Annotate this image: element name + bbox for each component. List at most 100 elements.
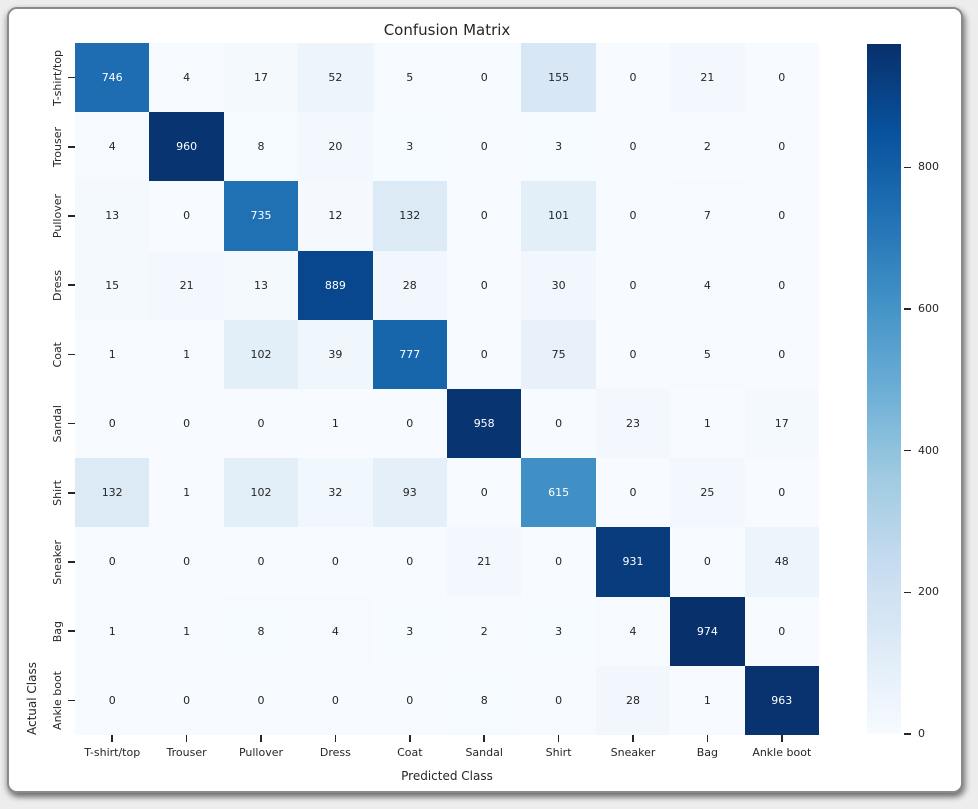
heatmap-cell: 21 [149,250,224,320]
heatmap-cell: 28 [372,250,447,320]
y-tick: Bag [9,597,75,666]
heatmap-cell: 23 [595,388,671,459]
x-tick-label: Coat [397,746,423,759]
y-tick: Ankle boot [9,666,75,735]
heatmap-cell: 960 [149,112,224,182]
heatmap-cell: 2 [670,112,745,182]
heatmap-cell: 0 [744,112,819,182]
y-tick: Sneaker [9,527,75,596]
heatmap-cell: 0 [223,388,299,459]
x-tick: Coat [373,735,447,769]
heatmap-cell: 93 [372,458,447,528]
y-tick-mark [68,561,75,563]
x-tick-mark [334,735,337,742]
x-tick: Sneaker [596,735,670,769]
heatmap-cell: 0 [149,388,224,459]
x-tick-label: Sneaker [610,746,656,759]
heatmap-cell: 0 [372,527,447,597]
heatmap-cell: 0 [595,458,671,528]
y-tick-label: Ankle boot [51,670,64,730]
heatmap-cell: 0 [595,319,671,389]
heatmap-cell: 15 [75,250,150,320]
y-tick-label: Pullover [51,193,64,239]
figure-window: Confusion Matrix Actual Class T-shirt/to… [7,7,963,793]
heatmap-cell: 102 [223,319,299,389]
x-tick-mark [111,735,113,742]
heatmap-cell: 25 [670,458,745,528]
x-tick: Shirt [521,735,595,769]
y-tick-mark [68,422,75,425]
heatmap-cell: 8 [447,665,522,735]
y-tick-mark [68,284,75,286]
heatmap-cell: 0 [149,527,224,597]
heatmap-cell: 75 [521,319,596,389]
colorbar-tick-label: 800 [918,160,939,174]
y-tick-label: Sandal [51,404,64,443]
y-tick-mark [68,492,75,494]
heatmap-cell: 0 [595,43,671,113]
confusion-matrix-figure: Confusion Matrix Actual Class T-shirt/to… [9,9,961,791]
heatmap-cell: 13 [75,181,150,251]
heatmap-cell: 0 [447,112,522,182]
heatmap-cell: 39 [298,319,373,389]
heatmap-cell: 963 [744,665,819,735]
heatmap-cell: 7 [670,181,745,251]
heatmap-cell: 101 [521,181,596,251]
heatmap-cell: 0 [744,458,819,528]
heatmap-cell: 30 [521,250,596,320]
x-tick: Ankle boot [745,735,819,769]
heatmap-cell: 0 [149,181,224,251]
x-tick-mark [185,735,188,742]
y-tick: Pullover [9,181,75,250]
colorbar-tick-mark [904,308,911,310]
heatmap-cell: 1 [670,665,745,735]
heatmap-cell: 3 [521,596,596,666]
colorbar-ticks: 0 200 400 600 800 [901,44,961,740]
x-axis-label: Predicted Class [401,769,493,783]
y-tick: Sandal [9,389,75,458]
colorbar-tick-label: 400 [918,443,939,457]
x-tick-label: Bag [696,746,719,759]
x-tick: Sandal [447,735,521,769]
heatmap-cell: 5 [670,319,745,389]
y-tick: Shirt [9,458,75,527]
y-tick-mark [68,699,75,702]
y-tick-label: T-shirt/top [51,49,64,106]
y-tick-label: Dress [51,269,64,301]
heatmap-cell: 0 [372,388,447,459]
heatmap-cell: 0 [670,527,745,597]
x-tick: Trouser [149,735,223,769]
heatmap-cell: 0 [75,388,150,459]
x-tick-label: T-shirt/top [84,746,141,759]
heatmap-cell: 0 [521,665,596,735]
heatmap-cell: 132 [372,181,447,251]
heatmap-cell: 52 [298,43,373,113]
x-tick: Dress [298,735,372,769]
y-tick: Coat [9,320,75,389]
y-tick-label: Sneaker [51,539,64,585]
heatmap-cell: 2 [447,596,522,666]
colorbar-tick-label: 200 [918,585,939,599]
x-tick-label: Shirt [545,746,572,759]
heatmap-cell: 4 [75,112,150,182]
y-tick: Dress [9,251,75,320]
heatmap-cell: 0 [223,527,299,597]
heatmap-cell: 3 [372,596,447,666]
y-tick-mark [68,76,75,79]
x-axis-ticks: T-shirt/top Trouser Pullover Dress Coat Sanda… [75,735,819,769]
heatmap-cell: 0 [298,527,373,597]
x-tick-label: Pullover [238,746,284,759]
x-tick-mark [781,735,783,742]
heatmap-cell: 1 [75,596,150,666]
x-tick-mark [483,735,485,742]
heatmap-cell: 17 [744,388,819,459]
heatmap-cell: 0 [744,43,819,113]
x-tick-mark [557,735,560,742]
heatmap-cell: 13 [223,250,299,320]
heatmap-cell: 0 [75,665,150,735]
heatmap-cell: 0 [595,112,671,182]
y-tick-label: Trouser [51,126,64,167]
x-tick-mark [706,735,709,742]
heatmap-cell: 0 [521,388,596,459]
heatmap-cell: 0 [447,319,522,389]
